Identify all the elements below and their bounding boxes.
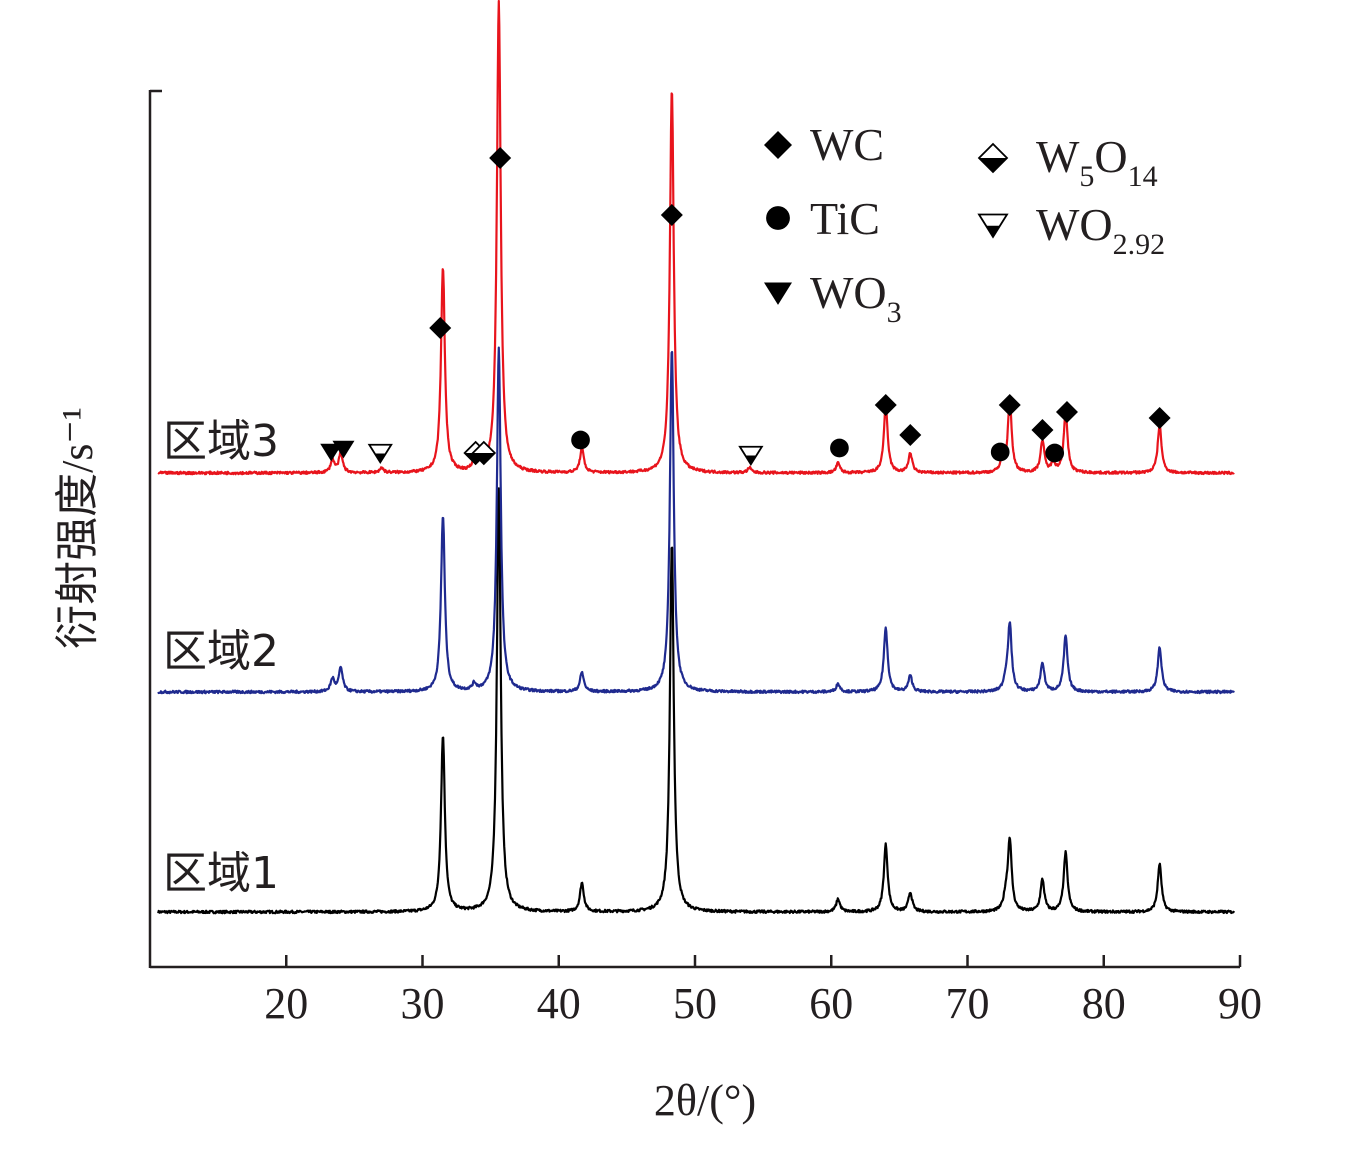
marker-wc: [660, 204, 683, 226]
marker-tic: [1045, 443, 1065, 463]
legend-label-tic: TiC: [810, 193, 880, 244]
x-ticks: [285, 955, 1242, 967]
axes: 20 30 40 50 60 70 80 90: [148, 89, 1262, 1028]
trace-1: [157, 487, 1236, 915]
x-tick-label: 60: [809, 979, 853, 1028]
marker-wc: [1148, 407, 1171, 429]
xrd-traces: [157, 0, 1236, 915]
legend-label-w5o14: W5O14: [1036, 131, 1158, 193]
marker-wc: [899, 424, 922, 446]
legend-label-wo2-92: WO2.92: [1036, 199, 1165, 261]
legend-marker-wc: [764, 131, 792, 159]
legend-label-wc: WC: [810, 119, 884, 170]
series-labels: 区域1 区域2 区域3: [163, 416, 279, 899]
series-label-1: 区域1: [163, 848, 279, 899]
x-tick-label: 90: [1218, 979, 1262, 1028]
marker-tic: [990, 442, 1010, 462]
marker-wo3: [320, 443, 343, 462]
marker-wc: [874, 394, 897, 416]
x-tick-label: 50: [673, 979, 717, 1028]
legend-marker-wo2-92: [977, 213, 1009, 239]
trace-2: [157, 346, 1235, 695]
x-axis-title: 2θ/(°): [654, 1076, 756, 1125]
series-label-3: 区域3: [163, 416, 279, 467]
legend-marker-w5o14: [977, 142, 1009, 174]
legend-label-wo3: WO3: [810, 267, 902, 329]
marker-tic: [830, 438, 849, 458]
marker-wo2-92: [367, 443, 393, 465]
marker-w5o14: [471, 440, 497, 466]
marker-wc: [489, 147, 512, 169]
marker-wo2-92: [738, 445, 764, 467]
x-tick-label: 40: [537, 979, 581, 1028]
x-tick-labels: 20 30 40 50 60 70 80 90: [264, 979, 1262, 1028]
marker-wc: [1055, 401, 1078, 423]
marker-wc: [429, 317, 452, 339]
x-tick-label: 30: [401, 979, 445, 1028]
series-label-2: 区域2: [163, 626, 279, 677]
legend-marker-wo3: [764, 282, 792, 305]
legend-marker-tic: [766, 206, 790, 230]
x-tick-label: 80: [1082, 979, 1126, 1028]
marker-wc: [998, 394, 1021, 416]
x-tick-label: 20: [264, 979, 308, 1028]
marker-wo3: [332, 440, 355, 459]
marker-wc: [1031, 419, 1054, 441]
trace-3: [157, 0, 1235, 476]
phase-markers: [320, 147, 1171, 467]
marker-tic: [571, 430, 590, 450]
x-tick-label: 70: [946, 979, 990, 1028]
y-axis-title: 衍射强度/s⁻¹: [53, 407, 102, 649]
